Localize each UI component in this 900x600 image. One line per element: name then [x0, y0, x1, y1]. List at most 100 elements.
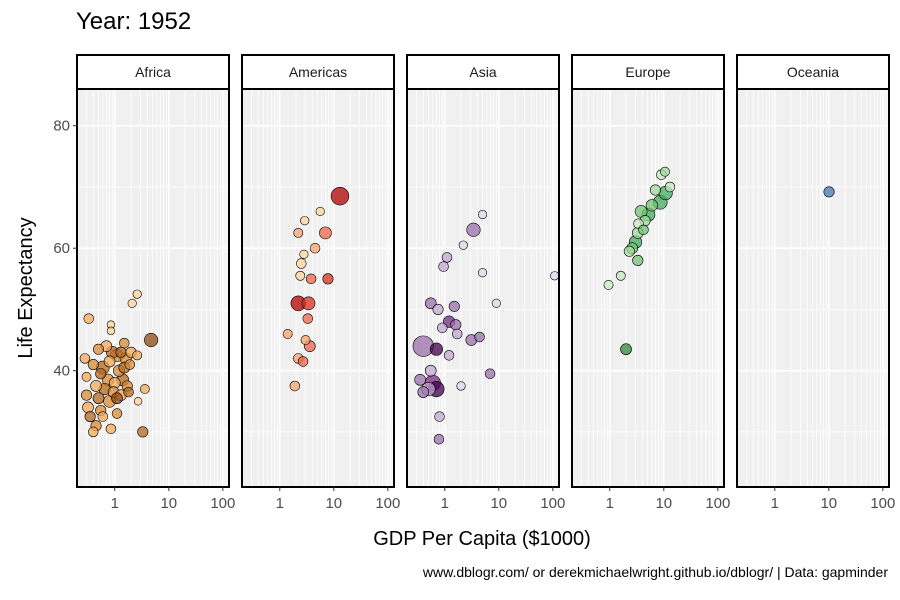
x-tick-label: 10 — [490, 495, 507, 512]
data-point — [92, 343, 105, 355]
data-point — [477, 209, 488, 220]
panel-border — [736, 88, 890, 488]
data-point — [301, 296, 316, 311]
data-point — [295, 270, 306, 281]
data-point — [664, 181, 676, 193]
panel-background — [737, 89, 889, 487]
data-point — [638, 224, 649, 236]
facet-europe: Europe 1 10 100 — [571, 54, 730, 512]
y-axis-title: Life Expectancy — [15, 217, 37, 358]
data-point — [137, 426, 149, 438]
data-point — [550, 271, 560, 281]
panel-background — [572, 89, 724, 487]
data-point — [450, 319, 462, 331]
data-point — [90, 380, 102, 392]
data-point — [620, 343, 632, 356]
panel-background — [407, 89, 559, 487]
chart-title: Year: 1952 — [76, 8, 192, 35]
data-point — [660, 166, 670, 177]
facet-americas: Americas 1 10 100 — [241, 54, 400, 512]
facet-oceania: Oceania 1 10 100 — [736, 54, 895, 512]
data-point — [115, 346, 127, 358]
data-point — [458, 240, 468, 250]
x-tick-label: 1 — [111, 495, 119, 512]
y-tick-label: 80 — [53, 118, 70, 135]
facet-strip — [736, 54, 890, 90]
chart-caption: www.dblogr.com/ or derekmichaelwright.gi… — [422, 564, 888, 580]
data-point — [438, 261, 449, 272]
data-point — [88, 426, 99, 438]
panel-border — [76, 88, 230, 488]
data-point — [87, 359, 99, 371]
data-point — [309, 242, 321, 254]
data-point — [297, 356, 309, 367]
data-point — [315, 206, 325, 217]
data-point — [103, 355, 116, 368]
data-point — [111, 408, 123, 419]
data-point — [81, 371, 92, 382]
data-point — [82, 401, 94, 414]
data-point — [330, 186, 350, 206]
y-tick-label: 60 — [53, 240, 70, 257]
data-point — [124, 359, 136, 370]
data-point — [477, 268, 488, 278]
data-point — [603, 280, 614, 290]
x-tick-label: 100 — [210, 495, 235, 512]
data-point — [305, 273, 317, 285]
data-point — [289, 380, 301, 392]
facet-label: Oceania — [787, 64, 839, 80]
x-tick-label: 100 — [705, 495, 730, 512]
data-point — [424, 297, 437, 310]
data-point — [139, 384, 150, 394]
data-point — [132, 350, 143, 361]
data-point — [319, 226, 332, 240]
x-tick-label: 10 — [820, 495, 837, 512]
data-point — [95, 368, 107, 380]
data-point — [615, 270, 626, 281]
data-point — [823, 186, 835, 198]
data-point — [132, 289, 142, 299]
data-point — [433, 434, 445, 445]
data-point — [443, 350, 455, 361]
x-tick-label: 100 — [375, 495, 400, 512]
data-point — [300, 335, 311, 345]
x-tick-label: 100 — [540, 495, 565, 512]
data-point — [300, 216, 310, 226]
x-tick-label: 10 — [325, 495, 342, 512]
data-point — [80, 389, 93, 401]
y-tick-label: 40 — [53, 363, 70, 380]
data-point — [484, 368, 496, 379]
facet-africa: Africa 1 10 100 — [76, 54, 235, 512]
data-point — [417, 386, 430, 398]
x-tick-label: 1 — [441, 495, 449, 512]
data-point — [414, 374, 426, 386]
facet-label: Americas — [289, 64, 347, 80]
facet-label: Asia — [469, 64, 496, 80]
data-point — [456, 381, 466, 391]
data-point — [84, 411, 96, 423]
facet-strip — [76, 54, 230, 90]
x-tick-label: 1 — [606, 495, 614, 512]
x-tick-label: 1 — [276, 495, 284, 512]
data-point — [448, 300, 460, 312]
data-point — [441, 252, 453, 263]
facet-asia: Asia 1 10 100 — [406, 54, 565, 512]
panel-border — [571, 88, 725, 488]
data-point — [144, 333, 159, 348]
data-point — [452, 328, 463, 340]
x-tick-label: 1 — [771, 495, 779, 512]
data-point — [79, 353, 91, 364]
x-tick-label: 100 — [870, 495, 895, 512]
data-point — [111, 392, 123, 405]
data-point — [92, 392, 105, 405]
x-tick-label: 10 — [160, 495, 177, 512]
data-point — [119, 337, 130, 349]
data-point — [105, 423, 117, 435]
data-point — [632, 254, 644, 266]
data-point — [322, 273, 334, 285]
data-point — [282, 329, 293, 339]
data-point — [302, 313, 314, 324]
panel-border — [241, 88, 395, 488]
facet-label: Europe — [625, 64, 670, 80]
